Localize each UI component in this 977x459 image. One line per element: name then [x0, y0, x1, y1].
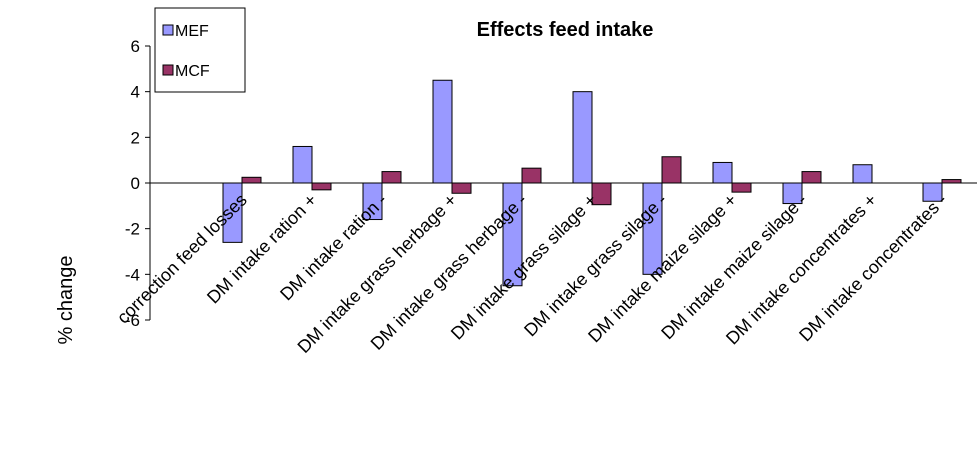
- bar: [381, 171, 402, 184]
- y-tick-label: 0: [131, 174, 140, 193]
- bar: [941, 179, 962, 184]
- x-tick-label: DM intake concentrates -: [795, 190, 951, 346]
- y-tick-label: -2: [125, 220, 140, 239]
- legend-swatch: [162, 64, 174, 76]
- bar: [661, 156, 682, 184]
- y-tick-label: 2: [131, 128, 140, 147]
- bar: [572, 91, 593, 184]
- chart-title: Effects feed intake: [477, 19, 654, 41]
- bar: [801, 171, 822, 184]
- x-tick-label: correction feed losses: [113, 190, 251, 328]
- x-tick-label: DM intake maize silage -: [657, 190, 810, 343]
- legend-box: [154, 7, 246, 93]
- legend-label: MEF: [175, 23, 209, 40]
- bar: [292, 145, 313, 184]
- y-axis-label: % change: [55, 256, 77, 345]
- bar: [521, 167, 542, 184]
- y-tick-label: 4: [131, 83, 140, 102]
- y-tick-label: -4: [125, 265, 140, 284]
- legend-swatch: [162, 24, 174, 36]
- bar: [852, 164, 873, 184]
- y-tick-label: 6: [131, 37, 140, 56]
- bar: [241, 176, 262, 184]
- bar: [311, 182, 332, 191]
- bar: [432, 79, 453, 184]
- legend-label: MCF: [175, 63, 210, 80]
- bar: [712, 161, 733, 184]
- bar: [731, 182, 752, 193]
- y-tick-label: -6: [125, 311, 140, 330]
- bar: [451, 182, 472, 194]
- x-tick-label: DM intake grass silage +: [447, 190, 601, 344]
